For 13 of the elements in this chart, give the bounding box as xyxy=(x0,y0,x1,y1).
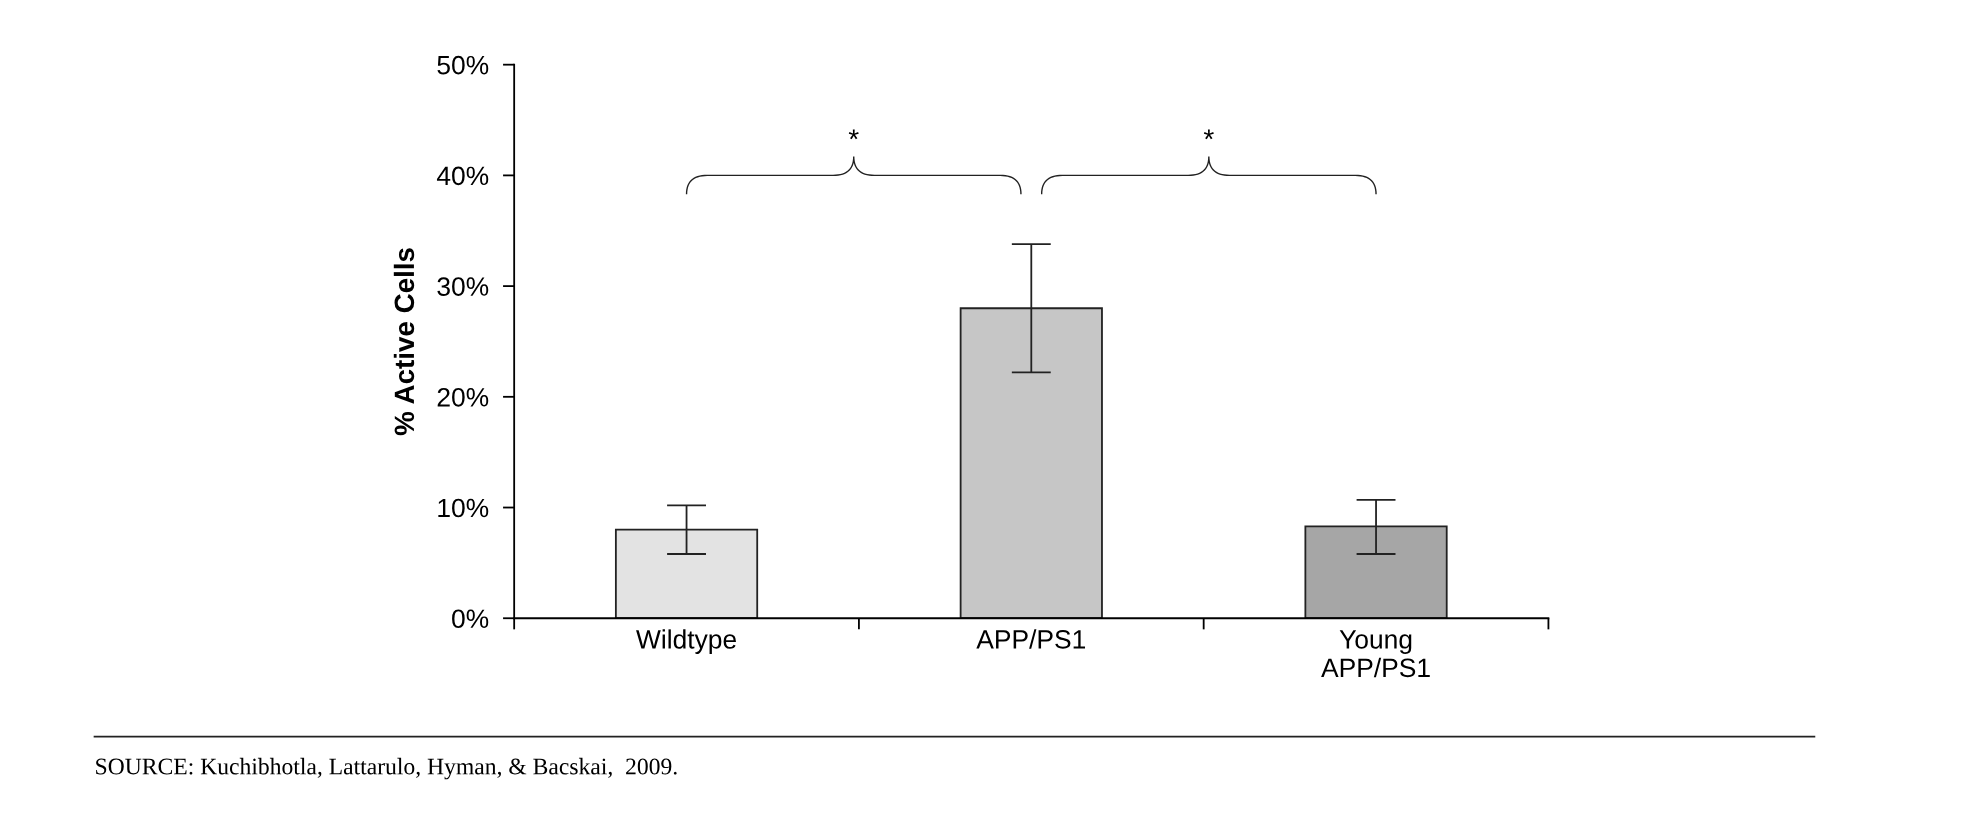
annotation: * xyxy=(848,129,859,140)
y-tick-label: 50% xyxy=(437,55,489,75)
y-tick-label: 0% xyxy=(452,609,489,629)
x-tick-label: Wildtype xyxy=(636,629,736,654)
annotation: * xyxy=(1203,129,1214,140)
y-axis-title: % Active Cells xyxy=(393,248,415,436)
x-tick-label: Young APP/PS1 xyxy=(1321,630,1430,678)
y-tick-label: 30% xyxy=(437,277,489,296)
x-tick-label: APP/PS1 xyxy=(976,629,1086,649)
y-tick-label: 10% xyxy=(438,498,489,518)
source-note: SOURCE: Kuchibhotla, Lattarulo, Hyman, & Bacskai, 2009. xyxy=(96,757,677,780)
y-tick-label: 40% xyxy=(436,166,489,186)
y-tick-label: 20% xyxy=(437,387,489,407)
